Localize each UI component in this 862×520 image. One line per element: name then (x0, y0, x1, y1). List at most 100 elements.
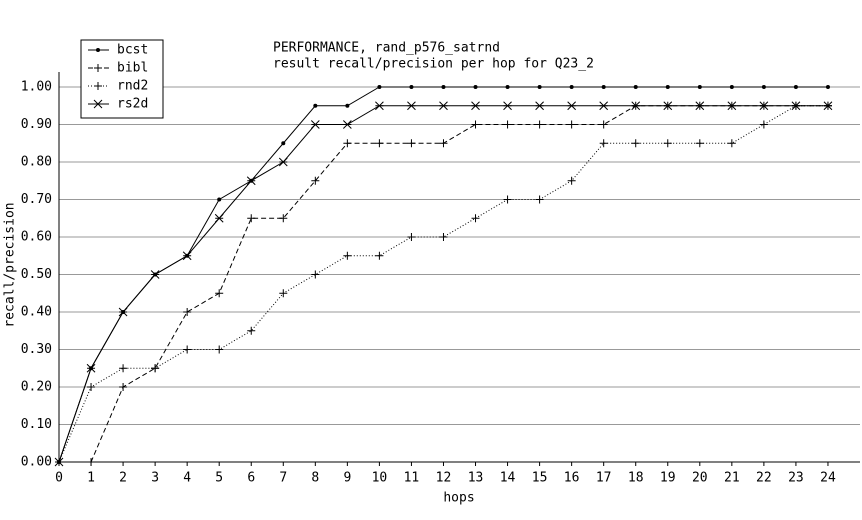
legend-label: bibl (117, 61, 148, 76)
data-point (759, 101, 769, 111)
data-point (471, 120, 480, 129)
y-tick-label: 0.60 (21, 230, 52, 245)
data-point (695, 101, 705, 111)
data-point (281, 141, 286, 146)
data-point (599, 139, 608, 148)
marker-dot (761, 85, 766, 89)
data-point (823, 101, 833, 111)
data-point (633, 85, 638, 89)
legend-box (80, 39, 164, 119)
marker-dot (313, 103, 318, 108)
y-tick-label: 0.40 (21, 305, 52, 320)
legend-marker (94, 64, 102, 72)
chart-title: PERFORMANCE, rand_p576_satrnd (273, 41, 500, 56)
marker-dot (665, 85, 670, 89)
marker-dot (281, 141, 286, 146)
y-tick-label: 0.20 (21, 380, 52, 395)
data-point (537, 85, 542, 89)
data-point (407, 139, 416, 148)
data-point (503, 101, 512, 111)
data-point (343, 251, 352, 260)
x-tick-label: 19 (660, 471, 676, 486)
data-point (279, 214, 288, 223)
legend-marker (96, 48, 100, 52)
x-tick-label: 5 (215, 471, 223, 486)
x-tick-label: 8 (311, 471, 319, 486)
data-point (727, 139, 736, 148)
data-point (599, 120, 608, 129)
legend-label: bcst (117, 43, 148, 58)
x-tick-label: 2 (119, 471, 127, 486)
data-point (409, 85, 414, 89)
x-tick-label: 7 (279, 471, 287, 486)
x-tick-label: 16 (564, 471, 580, 486)
x-tick-label: 4 (183, 471, 191, 486)
marker-dot (793, 85, 798, 89)
x-tick-label: 11 (404, 471, 420, 486)
data-point (439, 233, 448, 241)
data-point (377, 85, 382, 89)
data-point (119, 364, 128, 373)
data-point (567, 176, 576, 185)
data-point (118, 307, 128, 317)
data-point (697, 85, 702, 89)
y-axis-label: recall/precision (3, 202, 18, 327)
marker-dot (569, 85, 574, 89)
data-point (246, 176, 256, 186)
data-point (87, 383, 96, 391)
marker-dot (473, 85, 478, 89)
data-point (278, 157, 288, 167)
data-point (151, 364, 160, 373)
marker-dot (409, 85, 414, 89)
x-tick-label: 1 (87, 471, 95, 486)
x-tick-label: 3 (151, 471, 159, 486)
y-tick-label: 0.70 (21, 192, 52, 207)
data-point (119, 383, 128, 391)
data-point (247, 326, 256, 335)
x-tick-label: 20 (692, 471, 708, 486)
data-point (759, 120, 768, 129)
x-tick-label: 12 (436, 471, 452, 486)
data-point (407, 101, 416, 111)
data-point (569, 85, 574, 89)
data-point (503, 120, 512, 129)
marker-dot (96, 48, 100, 52)
data-point (375, 139, 384, 148)
data-point (279, 289, 288, 298)
data-point (473, 85, 478, 89)
data-point (663, 101, 673, 111)
marker-dot (377, 85, 382, 89)
data-point (150, 270, 160, 279)
y-tick-label: 1.00 (21, 80, 52, 95)
y-tick-label: 0.30 (21, 342, 52, 357)
x-tick-label: 24 (820, 471, 836, 486)
data-point (54, 457, 64, 467)
legend: bcst bibl rnd2 rs2d (80, 39, 164, 119)
marker-dot (441, 85, 446, 89)
data-point (567, 101, 576, 111)
data-point (183, 345, 192, 354)
data-point (471, 101, 480, 111)
x-tick-label: 0 (55, 471, 63, 486)
data-point (311, 176, 320, 185)
y-tick-label: 0.50 (21, 267, 52, 282)
legend-label: rs2d (117, 97, 148, 112)
data-point (727, 101, 737, 111)
data-point (663, 139, 672, 148)
marker-dot (217, 197, 222, 202)
marker-dot (601, 85, 606, 89)
data-point (631, 139, 640, 148)
data-point (441, 85, 446, 89)
marker-dot (633, 85, 638, 89)
data-point (375, 101, 384, 111)
data-point (503, 195, 512, 204)
x-tick-label: 15 (532, 471, 548, 486)
data-point (182, 251, 192, 261)
x-tick-label: 10 (372, 471, 388, 486)
data-point (215, 289, 224, 298)
data-point (471, 214, 480, 223)
data-point (505, 85, 510, 89)
data-point (345, 103, 350, 108)
legend-marker (94, 82, 102, 90)
data-point (599, 101, 609, 111)
